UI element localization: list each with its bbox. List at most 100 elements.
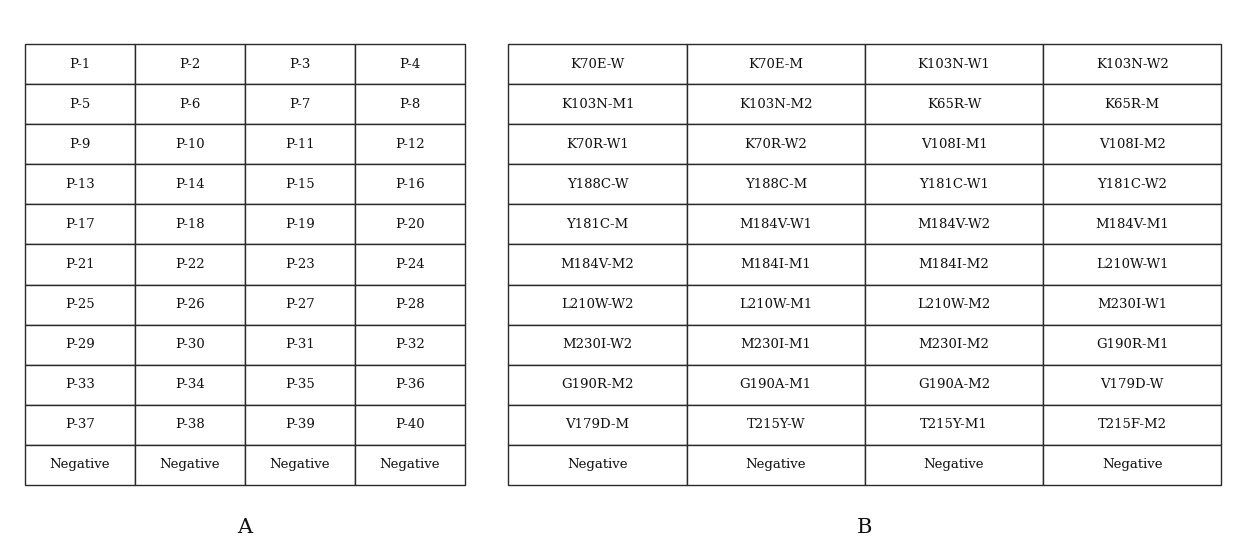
Text: L210W-M1: L210W-M1 [739,298,812,311]
Text: P-30: P-30 [175,338,205,351]
Bar [687,84,866,124]
Text: Negative: Negative [379,458,440,471]
Text: P-17: P-17 [64,218,94,231]
Text: P-9: P-9 [69,138,91,151]
Bar [246,284,355,325]
Text: P-11: P-11 [285,138,315,151]
Text: M184V-M1: M184V-M1 [1095,218,1169,231]
Text: P-4: P-4 [399,58,420,71]
Text: Y181C-M: Y181C-M [567,218,629,231]
Bar [1043,325,1221,365]
Text: P-3: P-3 [289,58,310,71]
Bar [246,245,355,284]
Text: M230I-W2: M230I-W2 [563,338,632,351]
Bar [355,204,465,245]
Text: P-19: P-19 [285,218,315,231]
Bar [1043,405,1221,445]
Bar [864,365,1043,405]
Text: P-34: P-34 [175,378,205,391]
Text: P-37: P-37 [64,418,94,431]
Text: P-2: P-2 [180,58,201,71]
Bar [25,164,135,204]
Bar [1043,365,1221,405]
Text: G190R-M1: G190R-M1 [1096,338,1168,351]
Text: P-12: P-12 [396,138,425,151]
Bar [25,44,135,84]
Text: K70R-W2: K70R-W2 [744,138,807,151]
Bar [508,325,687,365]
Bar [508,405,687,445]
Text: K70R-W1: K70R-W1 [567,138,629,151]
Text: G190R-M2: G190R-M2 [562,378,634,391]
Bar [25,204,135,245]
Text: K103N-M1: K103N-M1 [560,98,635,111]
Bar [687,164,866,204]
Bar [246,44,355,84]
Text: M184V-W1: M184V-W1 [739,218,812,231]
Text: K103N-W1: K103N-W1 [918,58,991,71]
Bar [355,325,465,365]
Text: P-1: P-1 [69,58,91,71]
Text: V108I-M1: V108I-M1 [920,138,987,151]
Bar [864,284,1043,325]
Bar [687,365,866,405]
Bar [355,365,465,405]
Bar [25,325,135,365]
Bar [1043,284,1221,325]
Text: Negative: Negative [745,458,806,471]
Text: P-26: P-26 [175,298,205,311]
Bar [135,405,244,445]
Bar [1043,164,1221,204]
Text: K65R-W: K65R-W [926,98,981,111]
Bar [355,284,465,325]
Text: T215Y-W: T215Y-W [746,418,805,431]
Bar [246,365,355,405]
Text: P-14: P-14 [175,178,205,191]
Text: P-39: P-39 [285,418,315,431]
Text: M230I-W1: M230I-W1 [1097,298,1167,311]
Text: K65R-M: K65R-M [1105,98,1159,111]
Bar [25,284,135,325]
Text: V108I-M2: V108I-M2 [1099,138,1166,151]
Text: P-8: P-8 [399,98,420,111]
Bar [25,84,135,124]
Bar [135,245,244,284]
Text: T215F-M2: T215F-M2 [1097,418,1167,431]
Bar [864,325,1043,365]
Text: A: A [237,518,253,537]
Bar [864,245,1043,284]
Bar [508,284,687,325]
Bar [246,204,355,245]
Text: P-27: P-27 [285,298,315,311]
Bar [135,325,244,365]
Text: G190A-M1: G190A-M1 [740,378,812,391]
Text: P-5: P-5 [69,98,91,111]
Text: P-32: P-32 [396,338,425,351]
Text: M184V-M2: M184V-M2 [560,258,635,271]
Bar [864,124,1043,164]
Bar [355,124,465,164]
Bar [687,405,866,445]
Text: P-18: P-18 [175,218,205,231]
Text: Y188C-W: Y188C-W [567,178,629,191]
Bar [355,44,465,84]
Text: P-25: P-25 [64,298,94,311]
Text: Negative: Negative [1102,458,1163,471]
Bar [25,124,135,164]
Bar [246,164,355,204]
Bar [687,325,866,365]
Bar [135,204,244,245]
Text: P-33: P-33 [64,378,94,391]
Bar [508,164,687,204]
Text: P-16: P-16 [396,178,425,191]
Text: L210W-W2: L210W-W2 [562,298,634,311]
Bar [135,44,244,84]
Text: P-20: P-20 [396,218,425,231]
Text: M230I-M2: M230I-M2 [919,338,990,351]
Text: M230I-M1: M230I-M1 [740,338,811,351]
Text: P-13: P-13 [64,178,94,191]
Bar [1043,445,1221,485]
Bar [864,164,1043,204]
Bar [135,445,244,485]
Bar [355,164,465,204]
